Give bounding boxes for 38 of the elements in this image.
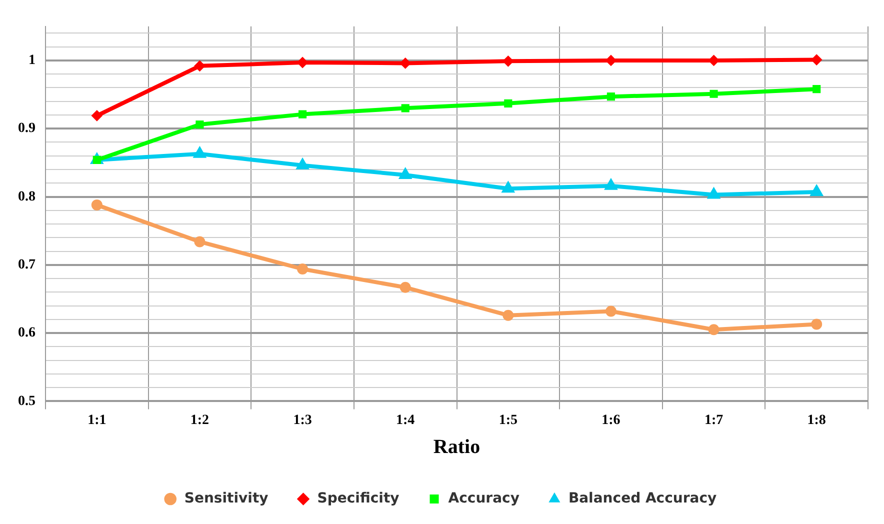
y-tick-label: 0.7 [18, 258, 36, 273]
x-tick-label: 1:1 [88, 413, 106, 428]
point [811, 54, 822, 66]
point [194, 236, 206, 248]
point [297, 264, 308, 274]
point [298, 110, 307, 118]
point [606, 92, 616, 101]
x-tick-label: 1:3 [293, 413, 312, 428]
point [502, 181, 515, 193]
x-tick-label: 1:5 [498, 413, 518, 428]
point [194, 60, 206, 72]
y-tick-label: 0.9 [18, 121, 36, 136]
point [400, 282, 411, 293]
point [401, 104, 410, 112]
point [811, 318, 822, 330]
x-axis-title: Ratio [433, 436, 480, 458]
y-tick-label: 1 [28, 53, 36, 68]
x-tick-label: 1:7 [704, 413, 724, 428]
legend-label: Sensitivity [184, 490, 268, 507]
point [708, 324, 720, 336]
legend-label: Balanced Accuracy [568, 490, 717, 507]
x-tick-label: 1:2 [190, 413, 210, 428]
point [605, 306, 616, 317]
point [91, 110, 102, 122]
point [502, 310, 514, 321]
point [812, 85, 821, 94]
legend-label: Accuracy [448, 490, 520, 507]
y-tick-label: 0.5 [18, 394, 36, 409]
x-tick-label: 1:6 [602, 413, 620, 428]
point [91, 199, 102, 210]
y-tick-label: 0.6 [18, 326, 36, 341]
point [710, 90, 718, 98]
legend-label: Specificity [317, 490, 400, 507]
y-tick-label: 0.8 [18, 189, 36, 204]
x-tick-label: 1:4 [396, 413, 415, 428]
point [504, 99, 512, 108]
point [196, 120, 204, 129]
x-tick-label: 1:8 [807, 413, 826, 428]
